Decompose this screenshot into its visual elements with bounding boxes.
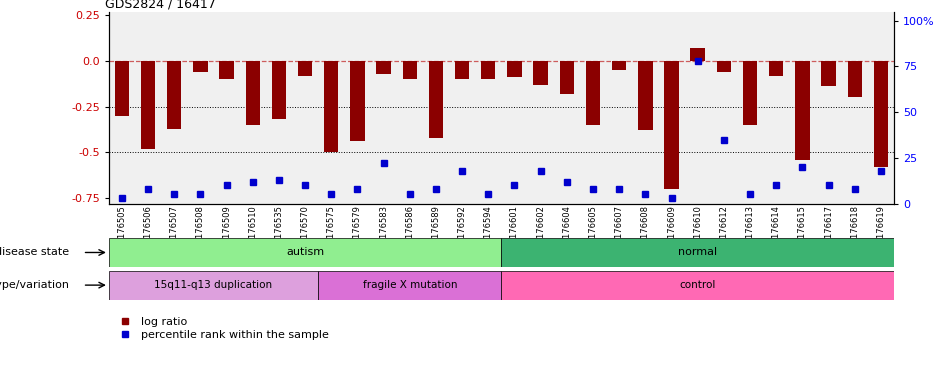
Text: normal: normal	[678, 247, 717, 258]
Bar	[717, 61, 731, 72]
Bar	[501, 238, 894, 267]
Bar	[664, 61, 678, 189]
Bar	[350, 61, 364, 141]
Bar	[141, 61, 155, 149]
Bar	[743, 61, 757, 125]
Bar	[109, 271, 318, 300]
Bar	[534, 61, 548, 84]
Bar	[109, 238, 501, 267]
Bar	[796, 61, 810, 160]
Bar	[403, 61, 417, 79]
Bar	[848, 61, 862, 98]
Bar	[482, 61, 496, 79]
Bar	[324, 61, 339, 152]
Bar	[193, 61, 207, 72]
Bar	[219, 61, 234, 79]
Text: 15q11-q13 duplication: 15q11-q13 duplication	[154, 280, 272, 290]
Bar	[586, 61, 600, 125]
Bar	[874, 61, 888, 167]
Bar	[272, 61, 286, 119]
Bar	[318, 271, 501, 300]
Bar	[455, 61, 469, 79]
Bar	[298, 61, 312, 76]
Bar	[377, 61, 391, 74]
Text: genotype/variation: genotype/variation	[0, 280, 70, 290]
Bar	[429, 61, 443, 138]
Text: control: control	[679, 280, 716, 290]
Bar	[501, 271, 894, 300]
Text: disease state: disease state	[0, 247, 70, 258]
Bar	[821, 61, 835, 86]
Text: fragile X mutation: fragile X mutation	[362, 280, 457, 290]
Bar	[114, 61, 129, 116]
Bar	[769, 61, 783, 76]
Bar	[612, 61, 626, 70]
Bar	[560, 61, 574, 94]
Legend: log ratio, percentile rank within the sample: log ratio, percentile rank within the sa…	[114, 316, 329, 340]
Text: GDS2824 / 16417: GDS2824 / 16417	[105, 0, 216, 10]
Bar	[507, 61, 521, 77]
Bar	[639, 61, 653, 131]
Bar	[167, 61, 182, 129]
Text: autism: autism	[286, 247, 324, 258]
Bar	[246, 61, 260, 125]
Bar	[691, 48, 705, 61]
